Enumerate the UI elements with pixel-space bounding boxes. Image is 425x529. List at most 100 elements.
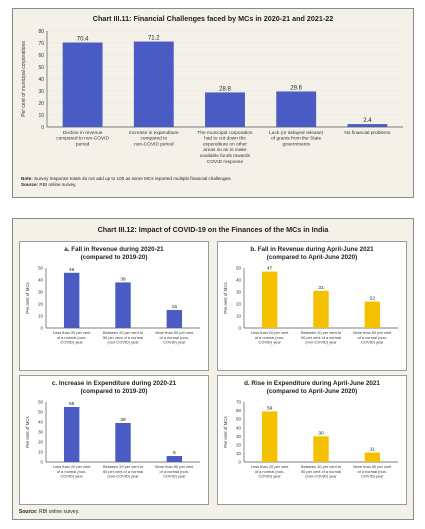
category-label: had to cut down the	[204, 136, 246, 142]
source-label: Source:	[21, 182, 39, 187]
category-label: 50 per cent of a normal	[103, 469, 143, 474]
y-tick-label: 30	[38, 89, 44, 95]
category-label: (non-COVID) year	[107, 474, 139, 479]
y-tick-label: 0	[239, 326, 242, 331]
y-tick-label: 40	[38, 420, 43, 425]
y-tick-label: 20	[38, 440, 43, 445]
y-tick-label: 10	[38, 450, 43, 455]
y-tick-label: 50	[236, 417, 241, 422]
chart-title: d. Rise in Expenditure during April-June…	[244, 380, 380, 387]
bar	[63, 272, 80, 328]
bar	[166, 310, 183, 328]
y-tick-label: 60	[38, 400, 43, 405]
chart-title: a. Fall in Revenue during 2020-21	[64, 246, 164, 253]
y-tick-label: 0	[239, 460, 242, 465]
y-tick-label: 60	[38, 53, 44, 59]
y-tick-label: 70	[236, 400, 241, 405]
category-label: available funds towards	[200, 153, 251, 159]
category-label: More than 50 per cent	[155, 330, 194, 335]
note-label: Note:	[21, 176, 33, 181]
data-label: 47	[267, 266, 273, 272]
y-tick-label: 70	[38, 41, 44, 47]
category-label: No financial problems	[344, 130, 391, 136]
bar	[364, 452, 381, 462]
data-label: 38	[120, 276, 126, 282]
subchart-b-svg: b. Fall in Revenue during April-June 202…	[223, 246, 398, 345]
data-label: 59	[267, 405, 273, 411]
category-label: More than 50 per cent	[155, 464, 194, 469]
category-label: (non-COVID) year	[107, 340, 139, 345]
category-label: Less than 20 per cent	[251, 464, 289, 469]
category-label: Between 20 per cent to	[103, 330, 143, 335]
category-label: of a normal (non-	[57, 335, 87, 340]
y-tick-label: 40	[38, 77, 44, 83]
chart-subtitle: (compared to April-June 2020)	[267, 388, 357, 395]
data-label: 70.4	[77, 37, 89, 43]
y-tick-label: 30	[38, 290, 43, 295]
y-tick-label: 0	[41, 326, 44, 331]
chart-iii-11-panel: Chart III.11: Financial Challenges faced…	[12, 8, 414, 198]
category-label: of a normal (non-	[255, 469, 285, 474]
y-tick-label: 10	[38, 113, 44, 119]
subchart-c-svg: c. Increase in Expenditure during 2020-2…	[25, 380, 200, 479]
source-label: Source:	[19, 509, 38, 515]
chart-iii-11-title: Chart III.11: Financial Challenges faced…	[92, 14, 334, 23]
category-label: Less than 20 per cent	[53, 330, 91, 335]
source-text: RBI online survey.	[39, 182, 77, 187]
bar	[205, 92, 245, 127]
y-tick-label: 30	[236, 434, 241, 439]
y-axis-label: Per cent of municipal corporations	[21, 41, 27, 117]
category-label: governments	[282, 141, 310, 147]
chart-iii-12-source: Source: RBI online survey.	[19, 509, 79, 515]
category-label: of grants from the State	[271, 136, 321, 142]
category-label: COVID) year	[361, 340, 384, 345]
category-label: COVID) year	[61, 474, 84, 479]
category-label: (non-COVID) year	[305, 474, 337, 479]
category-label: compared to	[140, 136, 167, 142]
y-tick-label: 40	[236, 278, 241, 283]
subchart-a-svg: a. Fall in Revenue during 2020-21(compar…	[25, 246, 200, 345]
chart-iii-11-note: Note: Survey response totals do not add …	[21, 176, 232, 182]
category-label: COVID) year	[259, 474, 282, 479]
category-label: period	[76, 141, 90, 147]
y-tick-label: 40	[236, 425, 241, 430]
y-tick-label: 0	[41, 460, 44, 465]
y-tick-label: 10	[236, 451, 241, 456]
bar	[63, 407, 80, 462]
y-tick-label: 10	[38, 314, 43, 319]
y-tick-label: 50	[38, 65, 44, 71]
chart-subtitle: (compared to April-June 2020)	[267, 254, 357, 261]
data-label: 28.8	[219, 86, 231, 92]
chart-subtitle: (compared to 2019-20)	[81, 388, 148, 395]
category-label: expenditure on other	[203, 141, 247, 147]
subchart-b: b. Fall in Revenue during April-June 202…	[217, 241, 407, 371]
y-tick-label: 0	[41, 125, 44, 131]
category-label: of a normal (non-	[255, 335, 285, 340]
bar	[364, 301, 381, 328]
chart-iii-11-svg: 0 10 20 30 40 50 60 70 80 Per cent of municipal c…	[21, 29, 403, 165]
y-tick-label: 40	[38, 278, 43, 283]
y-tick-label: 50	[38, 266, 43, 271]
category-label: The municipal corporation	[197, 130, 253, 136]
y-tick-label: 10	[236, 314, 241, 319]
category-label: Less than 20 per cent	[251, 330, 289, 335]
category-label: COVID response	[207, 159, 244, 165]
bar	[261, 411, 278, 462]
category-label: COVID) year	[259, 340, 282, 345]
data-label: 71.2	[148, 36, 160, 42]
bar	[313, 436, 329, 462]
chart-subtitle: (compared to 2019-20)	[81, 254, 148, 261]
category-label: of a normal (non-	[358, 469, 388, 474]
chart-iii-12-title: Chart III.12: Impact of COVID-19 on the …	[97, 225, 329, 234]
subchart-c: c. Increase in Expenditure during 2020-2…	[19, 375, 209, 505]
data-label: 2.4	[363, 118, 372, 124]
bar	[133, 41, 174, 127]
bar	[276, 91, 317, 127]
category-label: of a normal (non-	[160, 335, 190, 340]
category-label: of a normal (non-	[358, 335, 388, 340]
y-axis-label: Per cent of MCs	[223, 415, 228, 447]
chart-title: b. Fall in Revenue during April-June 202…	[250, 246, 374, 253]
category-label: COVID) year	[361, 474, 384, 479]
y-tick-label: 30	[38, 430, 43, 435]
category-label: Lack (or delayed release)	[269, 130, 324, 136]
